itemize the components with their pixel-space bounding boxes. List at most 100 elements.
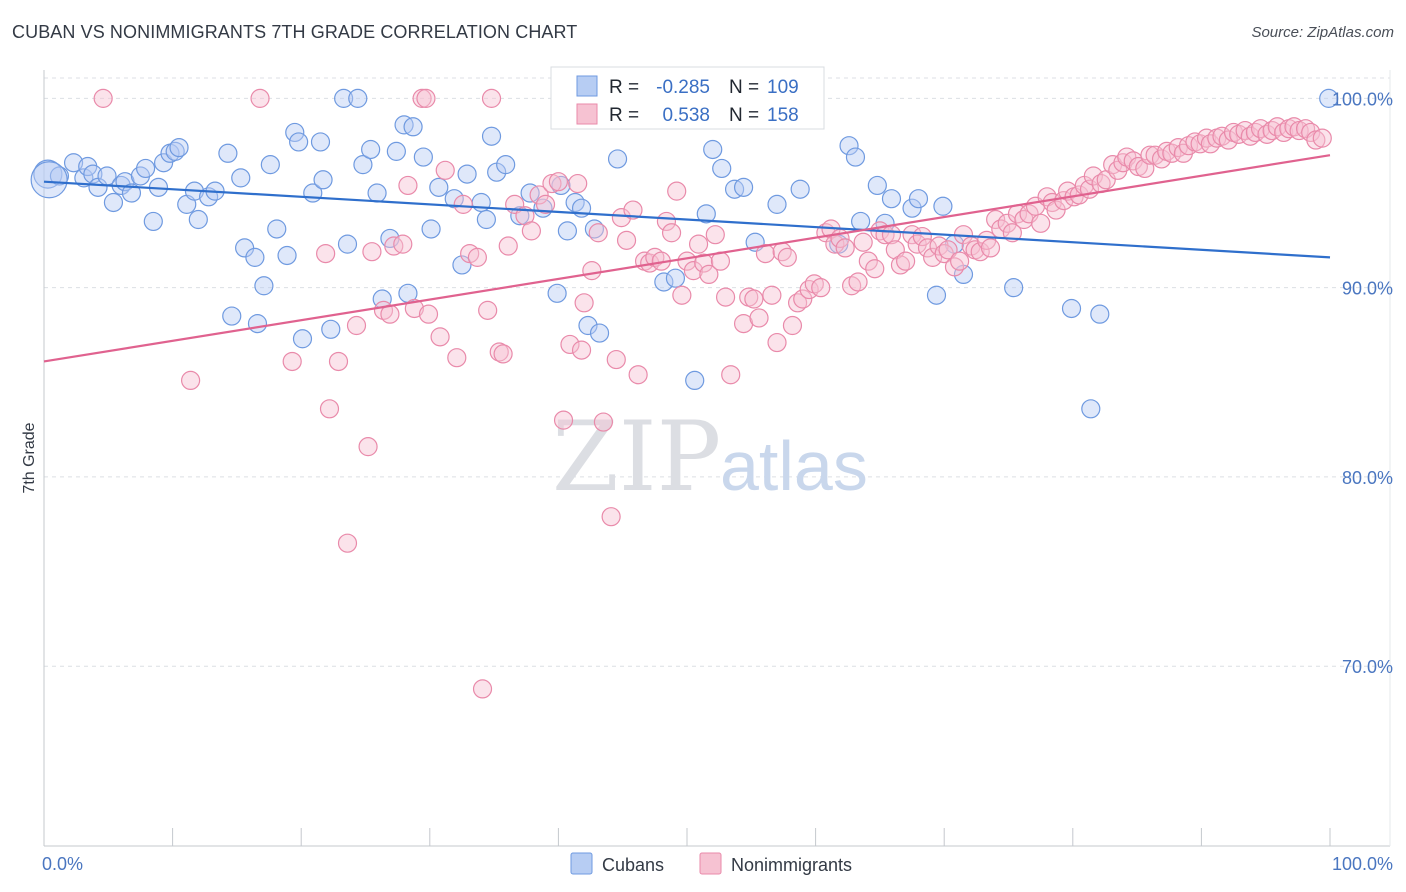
data-point-nonimmigrants: [601, 507, 621, 527]
data-point-cubans: [584, 219, 605, 239]
data-point-nonimmigrants: [628, 365, 648, 385]
data-point-cubans: [452, 255, 472, 275]
stats-box: R = -0.285 N = 109 R = 0.538 N = 158: [550, 66, 825, 130]
data-point-cubans: [49, 166, 70, 186]
data-point-cubans: [231, 168, 251, 188]
data-point-nonimmigrants: [560, 334, 580, 355]
legend-swatch-nonimmigrants: [699, 852, 722, 875]
data-point-cubans: [245, 247, 265, 267]
data-point-cubans: [902, 198, 922, 218]
data-point-cubans: [218, 143, 238, 163]
data-point-nonimmigrants: [923, 247, 943, 267]
data-point-nonimmigrants: [529, 185, 549, 205]
watermark: ZIP atlas: [552, 401, 868, 513]
data-point-cubans: [481, 126, 502, 146]
data-point-cubans: [881, 189, 902, 209]
legend-label-nonimmigrants: Nonimmigrants: [731, 855, 852, 875]
data-point-nonimmigrants: [782, 315, 803, 336]
data-point-cubans: [839, 136, 859, 156]
data-point-nonimmigrants: [656, 211, 677, 232]
data-point-cubans: [348, 88, 368, 108]
data-point-cubans: [403, 117, 423, 137]
data-point-nonimmigrants: [980, 238, 1001, 258]
data-point-cubans: [386, 141, 406, 161]
data-point-nonimmigrants: [848, 272, 868, 292]
data-point-nonimmigrants: [1257, 124, 1277, 144]
data-point-nonimmigrants: [535, 194, 556, 214]
stats-r-value: -0.285: [656, 77, 710, 98]
data-point-nonimmigrants: [611, 208, 632, 228]
stats-r-label: R =: [609, 77, 639, 98]
data-point-cubans: [926, 285, 947, 305]
data-point-nonimmigrants: [777, 247, 797, 267]
axes: [43, 70, 1391, 847]
data-point-cubans: [310, 132, 331, 152]
data-point-cubans: [908, 189, 929, 209]
data-point-nonimmigrants: [890, 255, 911, 275]
data-point-nonimmigrants: [398, 175, 418, 196]
stats-n-value: 109: [767, 77, 799, 98]
data-point-nonimmigrants: [623, 200, 643, 220]
legend-label-cubans: Cubans: [602, 855, 664, 875]
data-point-cubans: [1061, 298, 1082, 319]
data-point-cubans: [267, 219, 287, 239]
series-nonimmigrants-points: [93, 88, 1332, 699]
data-point-cubans: [353, 155, 373, 175]
data-point-nonimmigrants: [328, 351, 349, 372]
data-point-cubans: [289, 132, 309, 152]
y-tick-label: 90.0%: [1342, 279, 1393, 299]
data-point-nonimmigrants: [393, 234, 413, 254]
data-point-nonimmigrants: [337, 533, 358, 553]
data-point-cubans: [285, 122, 305, 143]
data-point-nonimmigrants: [950, 251, 970, 271]
data-point-cubans: [277, 245, 297, 266]
data-point-cubans: [121, 183, 142, 203]
data-point-cubans: [254, 276, 274, 296]
data-point-nonimmigrants: [986, 209, 1006, 230]
data-point-cubans: [578, 315, 598, 336]
data-point-nonimmigrants: [548, 172, 569, 192]
legend: Cubans Nonimmigrants: [570, 852, 852, 875]
stats-swatch-cubans: [576, 75, 598, 97]
data-point-nonimmigrants: [481, 88, 502, 108]
y-axis-label-group: 7th Grade: [21, 422, 38, 493]
data-point-nonimmigrants: [793, 289, 813, 309]
data-point-cubans: [476, 209, 496, 230]
data-point-cubans: [260, 155, 280, 175]
stats-swatch-nonimmigrants: [576, 103, 598, 125]
data-point-nonimmigrants: [896, 251, 916, 271]
legend-swatch-cubans: [570, 852, 593, 875]
data-point-nonimmigrants: [1240, 126, 1260, 146]
data-point-cubans: [292, 329, 313, 349]
data-point-cubans: [867, 175, 887, 196]
stats-n-value: 158: [767, 105, 799, 126]
y-tick-label: 80.0%: [1342, 468, 1393, 488]
data-point-nonimmigrants: [661, 223, 682, 243]
trend-line-cubans: [43, 180, 1331, 259]
data-point-cubans: [421, 219, 441, 239]
data-point-nonimmigrants: [416, 88, 436, 108]
data-point-nonimmigrants: [749, 308, 769, 328]
tick-labels: 100.0% 90.0% 80.0% 70.0% 0.0% 100.0%: [42, 89, 1393, 874]
data-point-cubans: [1081, 399, 1101, 419]
data-point-nonimmigrants: [593, 412, 614, 432]
data-point-nonimmigrants: [721, 365, 741, 385]
data-point-cubans: [334, 88, 354, 108]
data-point-cubans: [1004, 278, 1024, 298]
data-point-cubans: [790, 179, 810, 199]
stats-r-label: R =: [609, 105, 639, 126]
data-point-nonimmigrants: [672, 285, 692, 305]
data-point-cubans: [313, 170, 333, 190]
data-point-cubans: [696, 204, 716, 224]
data-point-cubans: [165, 141, 185, 161]
data-point-nonimmigrants: [498, 236, 518, 256]
data-point-nonimmigrants: [478, 300, 498, 320]
trend-line-nonimmigrants: [43, 154, 1331, 363]
stats-n-label: N =: [729, 105, 759, 126]
data-point-cubans: [1090, 304, 1110, 324]
data-point-cubans: [557, 221, 578, 241]
data-point-nonimmigrants: [571, 340, 592, 360]
data-point-cubans: [933, 196, 953, 216]
data-point-cubans: [654, 272, 674, 292]
x-tick-label: 100.0%: [1332, 854, 1393, 874]
